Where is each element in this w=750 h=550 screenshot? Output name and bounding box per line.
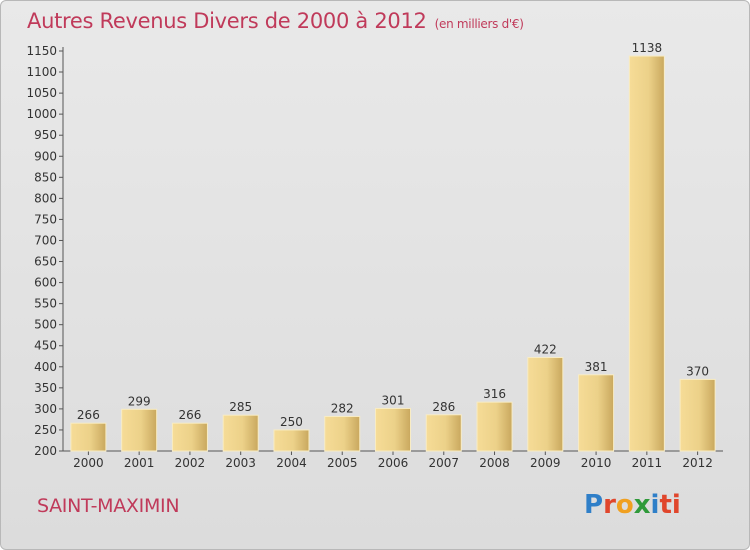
bar xyxy=(70,422,107,452)
bar-value-label: 301 xyxy=(382,393,405,407)
unit-label: (en milliers d'€) xyxy=(434,17,524,31)
bar-value-label: 299 xyxy=(128,394,151,408)
bar xyxy=(628,55,665,452)
bar xyxy=(679,378,716,452)
x-tick-label: 2003 xyxy=(225,456,256,470)
y-tick-label: 700 xyxy=(34,233,57,247)
bar-value-label: 266 xyxy=(77,408,100,422)
x-tick-label: 2009 xyxy=(530,456,561,470)
y-tick-label: 1150 xyxy=(26,44,57,58)
y-tick-label: 350 xyxy=(34,381,57,395)
y-tick-label: 400 xyxy=(34,360,57,374)
y-tick-label: 550 xyxy=(34,297,57,311)
y-tick-label: 1000 xyxy=(26,107,57,121)
y-tick-label: 650 xyxy=(34,255,57,269)
bar-value-label: 250 xyxy=(280,415,303,429)
y-tick-label: 450 xyxy=(34,339,57,353)
y-tick-label: 850 xyxy=(34,170,57,184)
bar xyxy=(324,415,361,452)
y-tick-label: 600 xyxy=(34,276,57,290)
y-tick-label: 250 xyxy=(34,423,57,437)
y-tick-label: 950 xyxy=(34,128,57,142)
y-tick-label: 900 xyxy=(34,149,57,163)
bar-value-label: 316 xyxy=(483,387,506,401)
bar-value-label: 285 xyxy=(229,400,252,414)
y-tick-label: 800 xyxy=(34,191,57,205)
x-tick-label: 2007 xyxy=(428,456,459,470)
bar xyxy=(476,401,513,452)
bar xyxy=(578,374,615,452)
y-tick-label: 1050 xyxy=(26,86,57,100)
x-tick-label: 2008 xyxy=(479,456,510,470)
bar xyxy=(527,357,564,452)
bar xyxy=(121,408,158,452)
proxiti-logo: Proxiti xyxy=(584,490,681,520)
bar xyxy=(222,414,259,452)
bar-value-label: 422 xyxy=(534,343,557,357)
town-name: SAINT-MAXIMIN xyxy=(37,495,180,517)
x-tick-label: 2002 xyxy=(175,456,206,470)
bar-value-label: 1138 xyxy=(632,41,663,55)
x-tick-label: 2006 xyxy=(378,456,409,470)
y-tick-label: 500 xyxy=(34,318,57,332)
bar-value-label: 381 xyxy=(585,360,608,374)
y-tick-label: 300 xyxy=(34,402,57,416)
bar xyxy=(273,429,310,452)
y-tick-label: 1100 xyxy=(26,65,57,79)
y-tick-label: 200 xyxy=(34,444,57,458)
x-tick-label: 2011 xyxy=(632,456,663,470)
x-tick-label: 2010 xyxy=(581,456,612,470)
x-tick-label: 2001 xyxy=(124,456,155,470)
x-tick-label: 2012 xyxy=(682,456,713,470)
x-tick-label: 2005 xyxy=(327,456,358,470)
bar xyxy=(171,422,208,452)
bar xyxy=(425,414,462,452)
bar-value-label: 266 xyxy=(178,408,201,422)
bar-value-label: 286 xyxy=(432,400,455,414)
chart-title: Autres Revenus Divers de 2000 à 2012 (en … xyxy=(27,9,524,33)
bar-value-label: 282 xyxy=(331,401,354,415)
bar-value-label: 370 xyxy=(686,364,709,378)
x-tick-label: 2004 xyxy=(276,456,307,470)
y-tick-label: 750 xyxy=(34,212,57,226)
bar xyxy=(375,407,411,452)
x-tick-label: 2000 xyxy=(73,456,104,470)
